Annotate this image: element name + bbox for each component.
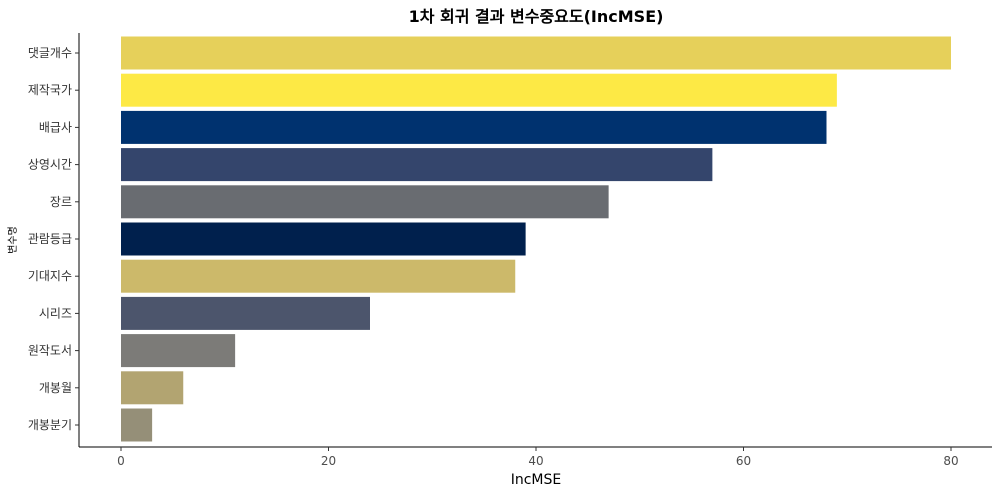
bar (121, 73, 837, 107)
y-tick-label: 개봉분기 (28, 418, 72, 432)
bar (121, 148, 713, 182)
y-tick-label: 댓글개수 (28, 46, 72, 60)
y-tick-label: 기대지수 (28, 269, 72, 283)
x-tick-label: 80 (943, 454, 958, 468)
bar (121, 185, 609, 219)
bar (121, 36, 951, 70)
x-tick-label: 20 (321, 454, 336, 468)
bar (121, 296, 370, 330)
y-tick-label: 시리즈 (39, 306, 72, 320)
bar (121, 110, 827, 144)
x-tick-label: 60 (736, 454, 751, 468)
y-axis-label: 변수명 (7, 226, 19, 254)
x-tick-label: 40 (528, 454, 543, 468)
chart-title: 1차 회귀 결과 변수중요도(IncMSE) (409, 7, 664, 26)
y-tick-label: 상영시간 (28, 158, 72, 172)
y-tick-label: 개봉월 (39, 381, 72, 395)
y-tick-label: 원작도서 (28, 344, 72, 358)
x-axis-label: IncMSE (511, 472, 562, 488)
bar (121, 222, 526, 256)
x-axis: 0 20 40 60 80 (79, 446, 992, 468)
bar (121, 371, 184, 405)
y-tick-label: 제작국가 (28, 83, 72, 97)
bars-group (121, 36, 951, 442)
x-tick-label: 0 (117, 454, 125, 468)
bar (121, 408, 153, 442)
y-tick-label: 관람등급 (28, 232, 72, 246)
bar (121, 334, 236, 368)
bar (121, 259, 516, 293)
y-tick-label: 배급사 (39, 120, 72, 134)
y-tick-label: 장르 (50, 195, 72, 209)
